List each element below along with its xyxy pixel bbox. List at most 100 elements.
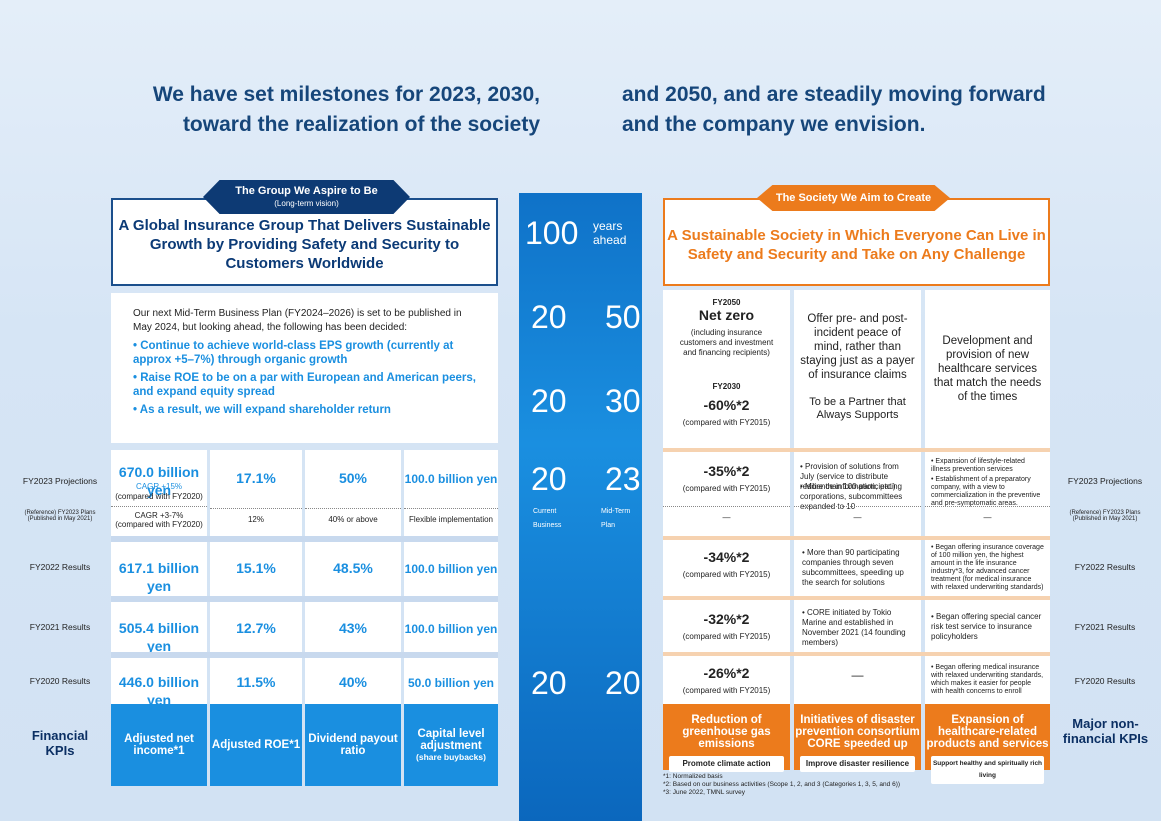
plan-value: —	[794, 506, 921, 523]
vision-title: A Global Insurance Group That Delivers S…	[118, 217, 491, 272]
headline-left: We have set milestones for 2023, 2030, t…	[100, 80, 540, 140]
row-label-fy2022: FY2022 Results	[29, 562, 91, 572]
fy2023-cagr: CAGR +15%	[135, 482, 183, 491]
year-2020-left: 20	[531, 665, 567, 701]
kpi-dividend-payout: Dividend payout ratio	[305, 704, 401, 786]
headline-line: We have set milestones for 2023, 2030,	[152, 83, 540, 106]
kpi-pill: Support healthy and spiritually rich liv…	[931, 756, 1044, 784]
net-zero-value: Net zero	[698, 307, 755, 323]
current-business-label: Current Business	[533, 508, 562, 529]
fy2023-value: 17.1%	[236, 470, 276, 486]
years-ahead-label: years ahead	[593, 219, 627, 247]
fy2023-value: 50%	[338, 470, 368, 486]
kpi-column-net-income: 670.0 billion yen CAGR +15% (compared wi…	[111, 450, 207, 708]
footnotes: *1: Normalized basis *2: Based on our bu…	[663, 773, 900, 797]
plan-bullet: • Continue to achieve world-class EPS gr…	[133, 340, 454, 366]
row-label-fy2023: FY2023 Projections	[1067, 476, 1143, 486]
year-2020-right: 20	[605, 665, 641, 701]
plan-value: Flexible implementation	[404, 508, 498, 525]
row-label-fy2022: FY2022 Results	[1074, 562, 1136, 572]
kpi-label: Capital level adjustment	[417, 728, 485, 752]
fy2020-value: 50.0 billion yen	[407, 676, 495, 690]
fy2023-compare: (compared with FY2015)	[682, 484, 771, 493]
midterm-plan-label: Mid-Term Plan	[601, 508, 631, 529]
nonfinancial-column-core: Offer pre- and post-incident peace of mi…	[794, 290, 921, 704]
fy2023-item: • Expansion of lifestyle-related illness…	[931, 458, 1025, 473]
fy2021-item: • Began offering special cancer risk tes…	[931, 612, 1042, 641]
kpi-adjusted-roe: Adjusted ROE*1	[210, 704, 302, 786]
fy2023-item: • Establishment of a preparatory company…	[931, 476, 1041, 507]
fy2020-value: 40%	[338, 674, 368, 690]
kpi-capital-adjustment: Capital level adjustment (share buybacks…	[404, 704, 498, 786]
plan-value: 12%	[210, 508, 302, 525]
timeline-column: 100 years ahead 20 50 20 30 20 23 Curren…	[519, 193, 642, 821]
row-label-fy2021: FY2021 Results	[1074, 622, 1136, 632]
kpi-core-initiatives: Initiatives of disaster prevention conso…	[794, 704, 921, 772]
fy2022-value: 15.1%	[236, 560, 276, 576]
society-tag: The Society We Aim to Create	[757, 185, 950, 211]
fy2022-item: • Began offering insurance coverage of 1…	[931, 544, 1044, 591]
fy2020-value: -26%*2	[703, 665, 750, 681]
fy2023-item: • Provision of solutions from July (serv…	[800, 462, 899, 491]
row-label-ref: (Reference) FY2023 Plans (Published in M…	[24, 510, 96, 522]
fy2021-value: 100.0 billion yen	[404, 622, 498, 636]
financial-kpis-label: Financial KPIs	[31, 728, 89, 758]
fy2023-value: -35%*2	[703, 463, 750, 479]
fy2030-label: FY2030	[712, 382, 741, 391]
footnote: *3: June 2022, TMNL survey	[663, 789, 746, 796]
nonfinancial-column-ghg: FY2050 Net zero (including insurance cus…	[663, 290, 790, 704]
kpi-column-payout: 50% 40% or above 48.5% 43% 40%	[305, 450, 401, 706]
kpi-healthcare-expansion: Expansion of healthcare-related products…	[925, 704, 1050, 784]
kpi-pill: Improve disaster resilience	[800, 756, 915, 772]
plan-value: CAGR +3-7%	[111, 506, 207, 521]
vision-tag: The Group We Aspire to Be (Long-term visi…	[203, 180, 410, 214]
row-divider	[111, 596, 498, 602]
fy2021-item: • CORE initiated by Tokio Marine and est…	[802, 608, 906, 647]
society-box	[663, 198, 1050, 286]
plan-value: —	[663, 506, 790, 523]
plan-value: 40% or above	[305, 508, 401, 525]
footnote: *2: Based on our business activities (Sc…	[663, 781, 901, 788]
fy2020-value: 446.0 billion yen	[118, 674, 200, 708]
year-2030-left: 20	[531, 383, 567, 419]
kpi-label: Expansion of healthcare-related products…	[926, 714, 1049, 750]
headline-line: toward the realization of the society	[182, 113, 540, 136]
fy2030-compare: (compared with FY2015)	[682, 418, 771, 427]
plan-compare: (compared with FY2020)	[115, 520, 203, 529]
headline-right: and 2050, and are steadily moving forwar…	[622, 80, 1082, 140]
kpi-ghg-reduction: Reduction of greenhouse gas emissions Pr…	[663, 704, 790, 772]
kpi-label: Initiatives of disaster prevention conso…	[795, 714, 920, 750]
fy2022-item: • More than 90 participating companies t…	[802, 548, 904, 587]
fy2023-value: 670.0 billion yen	[118, 464, 200, 498]
fy2023-value: 100.0 billion yen	[404, 472, 498, 486]
partner-statement: To be a Partner that Always Supports	[809, 396, 906, 421]
plan-intro: Our next Mid-Term Business Plan (FY2024–…	[133, 308, 462, 333]
row-label-fy2021: FY2021 Results	[29, 622, 91, 632]
row-label-fy2020: FY2020 Results	[1074, 676, 1136, 686]
society-title: A Sustainable Society in Which Everyone …	[667, 227, 1046, 263]
row-divider	[663, 448, 1050, 452]
fy2022-value: 617.1 billion yen	[118, 560, 200, 594]
kpi-sublabel: (share buybacks)	[416, 752, 486, 762]
row-divider	[111, 652, 498, 658]
fy2021-value: 43%	[338, 620, 368, 636]
row-divider	[663, 536, 1050, 540]
year-100: 100	[525, 215, 579, 251]
year-2023-left: 20	[531, 461, 567, 497]
footnote: *1: Normalized basis	[663, 773, 723, 780]
fy2021-value: -32%*2	[703, 611, 750, 627]
kpi-adjusted-net-income: Adjusted net income*1	[111, 704, 207, 786]
fy2021-value: 505.4 billion yen	[118, 620, 200, 654]
fy2021-value: 12.7%	[236, 620, 276, 636]
fy2020-value: 11.5%	[236, 674, 276, 690]
nonfinancial-column-healthcare: Development and provision of new healthc…	[925, 290, 1050, 704]
fy2020-item: —	[851, 668, 864, 682]
core-vision: Offer pre- and post-incident peace of mi…	[800, 313, 915, 381]
row-divider	[663, 596, 1050, 600]
kpi-label: Reduction of greenhouse gas emissions	[682, 714, 771, 750]
nonfinancial-kpis-label: Major non-financial KPIs	[1062, 716, 1149, 746]
row-label-fy2020: FY2020 Results	[29, 676, 91, 686]
fy2022-value: 100.0 billion yen	[404, 562, 498, 576]
plan-bullet: • Raise ROE to be on a par with European…	[133, 372, 476, 398]
plan-bullet: • As a result, we will expand shareholde…	[133, 404, 391, 416]
